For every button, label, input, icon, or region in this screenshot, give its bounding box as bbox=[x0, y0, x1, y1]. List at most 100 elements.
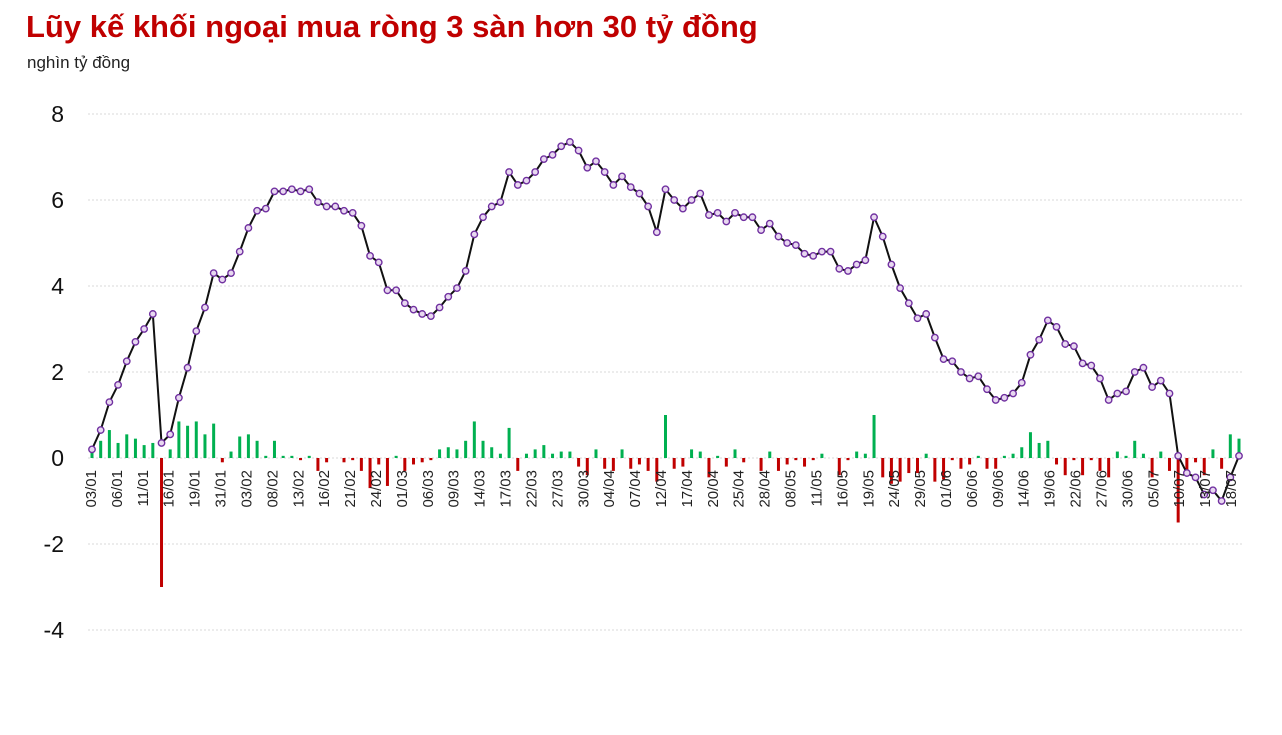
bar bbox=[255, 440, 259, 458]
x-tick-label: 16/01 bbox=[161, 470, 178, 508]
bar bbox=[212, 423, 216, 458]
line-point bbox=[392, 286, 401, 295]
line-point bbox=[983, 385, 991, 394]
bar bbox=[160, 458, 164, 587]
x-tick-label: 29/05 bbox=[912, 470, 929, 508]
y-tick-label: 4 bbox=[51, 273, 64, 299]
bar bbox=[394, 455, 398, 458]
bar bbox=[898, 458, 902, 482]
line-point bbox=[244, 224, 253, 232]
bar bbox=[1037, 442, 1041, 458]
bar bbox=[611, 458, 615, 471]
bar bbox=[281, 455, 285, 458]
line-point bbox=[261, 204, 270, 213]
bar bbox=[429, 458, 433, 461]
bar bbox=[924, 453, 928, 458]
line-point bbox=[1165, 389, 1174, 398]
bar bbox=[759, 458, 763, 471]
bar bbox=[594, 449, 598, 458]
bar bbox=[507, 427, 511, 458]
x-tick-label: 06/06 bbox=[964, 470, 981, 508]
bar bbox=[855, 451, 859, 458]
line-point bbox=[904, 299, 913, 308]
line-point bbox=[1226, 473, 1235, 482]
line-point bbox=[435, 303, 444, 312]
x-tick-label: 08/02 bbox=[264, 470, 281, 508]
line-point bbox=[513, 181, 522, 189]
bar bbox=[342, 458, 346, 463]
bar bbox=[872, 415, 876, 458]
bar bbox=[603, 458, 607, 469]
bar bbox=[359, 458, 363, 471]
line-point bbox=[287, 185, 296, 194]
line-point bbox=[409, 305, 418, 314]
bar bbox=[672, 458, 676, 469]
line-point bbox=[279, 187, 288, 196]
y-tick-label: 8 bbox=[51, 101, 64, 127]
x-tick-label: 09/03 bbox=[446, 470, 463, 508]
line-point bbox=[939, 355, 948, 363]
bar bbox=[151, 442, 155, 458]
line-point bbox=[1043, 316, 1052, 325]
x-tick-label: 13/07 bbox=[1197, 470, 1214, 508]
x-tick-label: 27/06 bbox=[1093, 470, 1110, 508]
x-tick-label: 10/07 bbox=[1171, 470, 1188, 508]
line-point bbox=[201, 303, 209, 312]
line-point bbox=[426, 312, 435, 320]
line-point bbox=[583, 163, 592, 172]
bar bbox=[194, 421, 198, 458]
bar bbox=[577, 458, 581, 467]
line-point bbox=[131, 337, 140, 346]
x-tick-label: 14/03 bbox=[472, 470, 489, 508]
line-point bbox=[322, 202, 331, 211]
bar bbox=[516, 458, 520, 471]
line-point bbox=[418, 310, 427, 318]
line-point bbox=[991, 396, 1000, 404]
line-point bbox=[948, 357, 957, 366]
y-tick-label: -4 bbox=[44, 617, 65, 643]
bar bbox=[664, 415, 667, 458]
line-point bbox=[1235, 451, 1243, 460]
bar bbox=[1176, 458, 1180, 523]
line-point bbox=[539, 155, 548, 164]
line-point bbox=[548, 150, 557, 159]
line-point bbox=[913, 314, 922, 323]
line-point bbox=[974, 372, 983, 381]
line-point bbox=[609, 181, 618, 189]
line-point bbox=[400, 299, 409, 308]
x-tick-label: 19/05 bbox=[860, 470, 877, 508]
line-point bbox=[166, 430, 175, 439]
x-tick-label: 12/04 bbox=[653, 470, 670, 508]
bar bbox=[985, 458, 989, 469]
line-point bbox=[644, 202, 653, 211]
line-point bbox=[1052, 322, 1061, 331]
bar bbox=[1220, 458, 1224, 469]
bar bbox=[785, 458, 789, 465]
line-point bbox=[1174, 451, 1183, 460]
line-point bbox=[600, 168, 609, 176]
x-tick-label: 19/06 bbox=[1042, 470, 1059, 508]
bar bbox=[264, 455, 268, 458]
line-point bbox=[722, 217, 731, 226]
line-point bbox=[678, 204, 687, 213]
line-point bbox=[174, 393, 183, 402]
bar bbox=[733, 449, 737, 458]
line-point bbox=[1130, 368, 1139, 376]
bar bbox=[1167, 458, 1171, 471]
x-tick-label: 17/04 bbox=[679, 470, 696, 508]
line-point bbox=[453, 284, 461, 293]
line-point bbox=[1156, 376, 1165, 385]
line-point bbox=[922, 310, 931, 318]
bar bbox=[933, 458, 937, 482]
line-point bbox=[818, 247, 826, 256]
bar bbox=[742, 458, 746, 463]
line-point bbox=[574, 146, 583, 155]
bar bbox=[1141, 453, 1145, 458]
line-point bbox=[314, 198, 322, 207]
x-tick-label: 30/03 bbox=[575, 470, 592, 508]
bar bbox=[524, 453, 528, 458]
y-tick-label: 2 bbox=[51, 359, 64, 385]
bar bbox=[1124, 455, 1128, 458]
line-point bbox=[696, 189, 705, 198]
bar bbox=[585, 458, 589, 476]
